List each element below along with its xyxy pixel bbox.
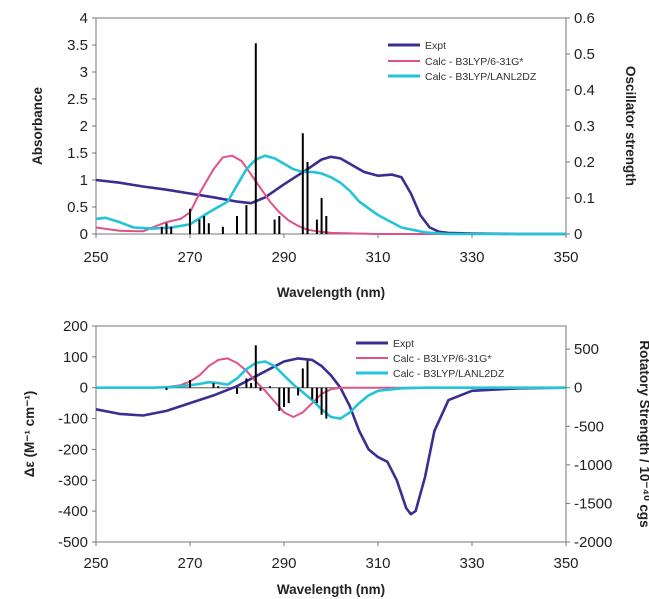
x-axis-label: Wavelength (nm) bbox=[277, 285, 385, 300]
y2-tick-label: -2000 bbox=[574, 534, 612, 551]
x-tick-label: 310 bbox=[365, 249, 390, 266]
y-axis-ticks: 0 0.5 1 1.5 2 2.5 3 3.5 4 bbox=[67, 10, 96, 243]
rotatory-sticks bbox=[165, 345, 328, 419]
y2-tick-label: 0.1 bbox=[574, 190, 595, 207]
y-tick-label: -300 bbox=[58, 472, 88, 489]
y-axis-label: Absorbance bbox=[30, 87, 45, 166]
legend-bottom: Expt Calc - B3LYP/6-31G* Calc - B3LYP/LA… bbox=[356, 338, 505, 380]
legend-top: Expt Calc - B3LYP/6-31G* Calc - B3LYP/LA… bbox=[388, 40, 537, 83]
y-tick-label: 0.5 bbox=[67, 199, 88, 216]
x-tick-label: 310 bbox=[365, 555, 390, 572]
plot-frame-top bbox=[95, 17, 567, 235]
y2-axis-ticks: 0 0.1 0.2 0.3 0.4 0.5 0.6 bbox=[566, 10, 595, 243]
x-axis-ticks: 250 270 290 310 330 350 bbox=[83, 234, 579, 266]
absorbance-chart: 0 0.5 1 1.5 2 2.5 3 3.5 4 0 0.1 0.2 0.3 0.4 0.5 0.6 25… bbox=[30, 10, 638, 300]
y-tick-label: 200 bbox=[63, 318, 88, 335]
y-axis-label: Δε (M⁻¹ cm⁻¹) bbox=[22, 391, 37, 478]
y2-axis-ticks: 500 0 -500 -1000 -1500 -2000 bbox=[566, 341, 612, 551]
y2-tick-label: 0 bbox=[574, 380, 582, 397]
y2-tick-label: 0 bbox=[574, 226, 582, 243]
legend-label-lanl2dz: Calc - B3LYP/LANL2DZ bbox=[393, 368, 505, 380]
y-tick-label: -400 bbox=[58, 503, 88, 520]
x-axis-ticks: 250 270 290 310 330 350 bbox=[83, 542, 579, 572]
x-tick-label: 350 bbox=[553, 249, 578, 266]
x-tick-label: 290 bbox=[271, 555, 296, 572]
x-axis-label: Wavelength (nm) bbox=[277, 582, 385, 597]
y2-tick-label: 0.6 bbox=[574, 10, 595, 27]
legend-label-expt: Expt bbox=[393, 338, 414, 350]
y2-tick-label: 0.2 bbox=[574, 154, 595, 171]
y-tick-label: -500 bbox=[58, 534, 88, 551]
x-tick-label: 330 bbox=[459, 249, 484, 266]
plot-frame-bottom bbox=[95, 325, 567, 543]
series-line-calc-631g bbox=[95, 154, 566, 235]
y-tick-label: -100 bbox=[58, 411, 88, 428]
y-tick-label: 2.5 bbox=[67, 91, 88, 108]
series-line-calc-631g bbox=[96, 357, 566, 418]
oscillator-sticks bbox=[160, 43, 328, 234]
y-tick-label: 3 bbox=[80, 64, 88, 81]
y-axis-ticks: 200 100 0 -100 -200 -300 -400 -500 bbox=[58, 318, 96, 551]
y2-tick-label: 0.3 bbox=[574, 118, 595, 135]
y2-tick-label: -1000 bbox=[574, 457, 612, 474]
series-line-expt bbox=[95, 357, 567, 516]
y2-axis-label: Oscillator strength bbox=[623, 66, 638, 186]
x-tick-label: 270 bbox=[177, 249, 202, 266]
y2-axis-label: Rotatory Strength / 10⁻⁴⁰ cgs bbox=[637, 340, 649, 527]
series-line-calc-lanl2dz bbox=[96, 360, 566, 420]
y-tick-label: 3.5 bbox=[67, 37, 88, 54]
y2-tick-label: -1500 bbox=[574, 495, 612, 512]
legend-label-631g: Calc - B3LYP/6-31G* bbox=[425, 56, 523, 68]
x-tick-label: 250 bbox=[83, 555, 108, 572]
y2-tick-label: -500 bbox=[574, 418, 604, 435]
x-tick-label: 350 bbox=[553, 555, 578, 572]
y2-tick-label: 500 bbox=[574, 341, 599, 358]
x-tick-label: 330 bbox=[459, 555, 484, 572]
legend-label-expt: Expt bbox=[425, 40, 446, 52]
x-tick-label: 270 bbox=[177, 555, 202, 572]
cd-chart: 200 100 0 -100 -200 -300 -400 -500 500 0 -500 -100… bbox=[22, 318, 649, 597]
y-tick-label: 100 bbox=[63, 349, 88, 366]
y2-tick-label: 0.5 bbox=[574, 46, 595, 63]
y-tick-label: 0 bbox=[80, 380, 88, 397]
x-tick-label: 250 bbox=[83, 249, 108, 266]
y-tick-label: 1 bbox=[80, 172, 88, 189]
legend-label-631g: Calc - B3LYP/6-31G* bbox=[393, 353, 491, 365]
y2-tick-label: 0.4 bbox=[574, 82, 595, 99]
x-tick-label: 290 bbox=[271, 249, 296, 266]
y-tick-label: 0 bbox=[80, 226, 88, 243]
y-tick-label: 2 bbox=[80, 118, 88, 135]
y-tick-label: 1.5 bbox=[67, 145, 88, 162]
y-tick-label: -200 bbox=[58, 441, 88, 458]
cd-curves bbox=[95, 357, 567, 516]
y-tick-label: 4 bbox=[80, 10, 88, 27]
legend-label-lanl2dz: Calc - B3LYP/LANL2DZ bbox=[425, 71, 537, 83]
absorbance-curves bbox=[95, 154, 566, 236]
